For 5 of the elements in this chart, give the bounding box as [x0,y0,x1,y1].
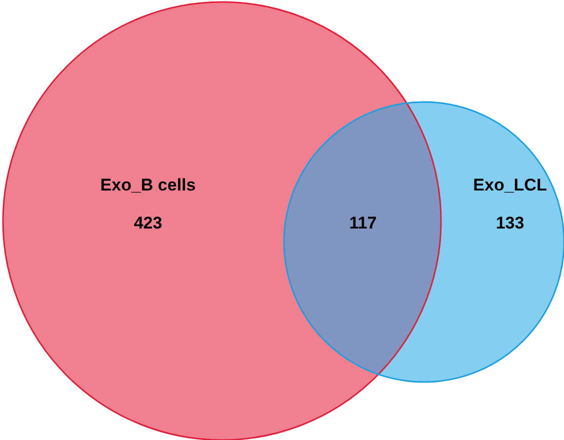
category-label: Exo_LCL [473,176,547,195]
data-label: 423 [134,214,162,233]
data-label: 133 [496,214,524,233]
data-label: 117 [349,214,377,233]
category-label: Exo_B cells [100,176,196,195]
